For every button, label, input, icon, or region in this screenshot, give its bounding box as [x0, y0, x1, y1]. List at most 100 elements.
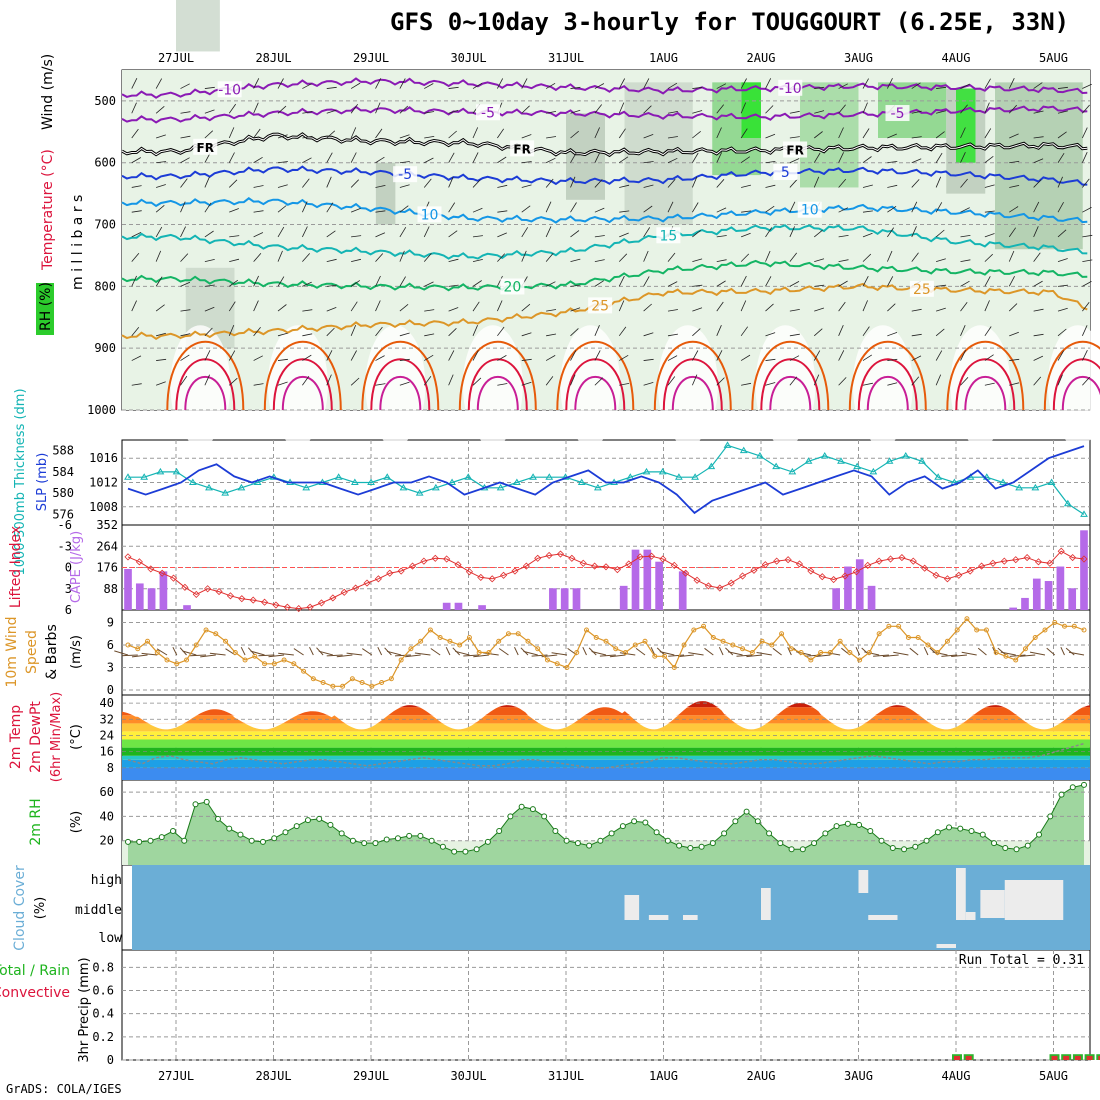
surface-wind-barb	[209, 652, 226, 656]
thickness-tick-label: 588	[52, 444, 74, 458]
li-point	[716, 584, 724, 592]
upper-wind-barb	[424, 83, 434, 89]
wind-speed-line	[127, 617, 1085, 687]
warm-contour	[263, 340, 342, 411]
thickness-point	[205, 483, 213, 491]
li-tick-label: 0	[65, 561, 72, 575]
upper-wind-barb	[862, 300, 868, 312]
upper-wind-barb	[131, 300, 137, 312]
upper-wind-barb	[692, 374, 698, 386]
upper-wind-barb	[935, 374, 942, 386]
upper-wind-barb	[935, 328, 945, 337]
wind-speed-point	[701, 623, 707, 629]
surface-wind-barb	[961, 651, 977, 656]
upper-wind-barb	[351, 235, 362, 238]
upper-wind-barb	[472, 377, 482, 386]
upper-wind-barb	[594, 104, 603, 114]
upper-wind-barb	[131, 157, 142, 164]
isotherm-label: FR	[197, 141, 214, 155]
upper-wind-barb	[1057, 86, 1068, 89]
upper-wind-barb	[814, 131, 823, 139]
isotherm-label-bg	[783, 141, 808, 158]
upper-wind-barb	[497, 326, 505, 337]
isotherm-label-bg	[193, 138, 218, 155]
upper-wind-barb	[960, 104, 968, 114]
thickness-point	[901, 451, 910, 459]
upper-wind-barb	[911, 110, 922, 114]
upper-wind-barb	[1008, 78, 1015, 89]
rh-point	[1036, 831, 1043, 838]
surface-wind-barb	[336, 654, 353, 658]
upper-wind-barb	[813, 350, 821, 361]
upper-wind-barb	[619, 184, 630, 188]
cape-bar	[442, 602, 451, 610]
upper-wind-barb	[326, 130, 336, 139]
upper-wind-barb	[302, 281, 312, 287]
warm-bubble	[267, 325, 328, 446]
upper-wind-barb	[887, 382, 898, 386]
upper-wind-barb	[131, 327, 140, 337]
thickness-point	[512, 478, 521, 485]
temp-axis-label-2: 2m DewPt	[28, 701, 44, 773]
upper-wind-barb	[497, 184, 508, 188]
wind-speed-point	[369, 683, 375, 689]
upper-wind-barb	[131, 355, 142, 361]
upper-wind-barb	[667, 355, 678, 361]
thickness-line	[128, 444, 1085, 515]
upper-wind-barb	[667, 252, 676, 262]
rh-point	[574, 840, 581, 847]
cape-tick-label: 264	[96, 539, 118, 553]
upper-wind-barb	[1057, 202, 1064, 213]
upper-wind-barb	[1033, 110, 1044, 114]
surface-wind-barb	[463, 654, 480, 657]
upper-wind-barb	[862, 78, 869, 89]
surface-wind-barb	[514, 646, 519, 656]
upper-wind-barb	[1057, 328, 1067, 337]
upper-wind-barb	[253, 300, 259, 312]
warm-contour	[866, 375, 909, 411]
upper-wind-barb	[131, 275, 137, 287]
upper-wind-barb	[180, 281, 191, 287]
surface-wind-barb	[932, 651, 948, 656]
precip-tick-label: 0.8	[92, 960, 114, 974]
upper-wind-barb	[229, 279, 239, 287]
wind-speed-point	[1022, 646, 1028, 652]
upper-wind-barb	[375, 253, 384, 262]
wind-speed-point	[223, 638, 229, 644]
upper-wind-barb	[1009, 160, 1020, 164]
upper-wind-barb	[619, 210, 630, 213]
upper-wind-barb	[1082, 302, 1090, 312]
surface-wind-barb	[864, 651, 880, 656]
upper-wind-barb	[472, 350, 479, 361]
li-point	[226, 592, 234, 600]
thickness-point	[837, 457, 845, 464]
wind-speed-point	[145, 638, 151, 644]
upper-wind-barb	[911, 201, 918, 213]
upper-wind-barb	[277, 105, 287, 114]
li-point	[306, 603, 314, 611]
thickness-point	[431, 483, 440, 491]
precip-legend-total: Total / Rain	[0, 963, 70, 979]
upper-wind-barb	[935, 350, 943, 361]
upper-wind-barb	[594, 259, 605, 263]
upper-wind-barb	[228, 152, 235, 163]
thickness-point	[561, 473, 570, 480]
wind-speed-point	[964, 616, 970, 622]
surface-wind-barb	[787, 646, 792, 656]
rh-point	[889, 845, 896, 851]
wind-axis-label-1: 10m Wind	[4, 616, 20, 687]
cape-bar	[183, 605, 191, 610]
upper-wind-barb	[765, 105, 774, 114]
upper-wind-barb	[838, 235, 849, 238]
wind-speed-point	[359, 680, 365, 685]
upper-wind-barb	[813, 328, 823, 337]
thickness-point	[383, 473, 392, 480]
thickness-point	[1063, 499, 1072, 507]
wind-speed-point	[896, 623, 902, 629]
rh-point	[462, 848, 469, 855]
wind-axis-label-4: (m/s)	[69, 635, 84, 669]
upper-wind-barb	[350, 127, 357, 139]
upper-wind-barb	[180, 354, 190, 361]
surface-wind-barb	[1000, 651, 1016, 656]
upper-wind-barb	[375, 185, 386, 188]
